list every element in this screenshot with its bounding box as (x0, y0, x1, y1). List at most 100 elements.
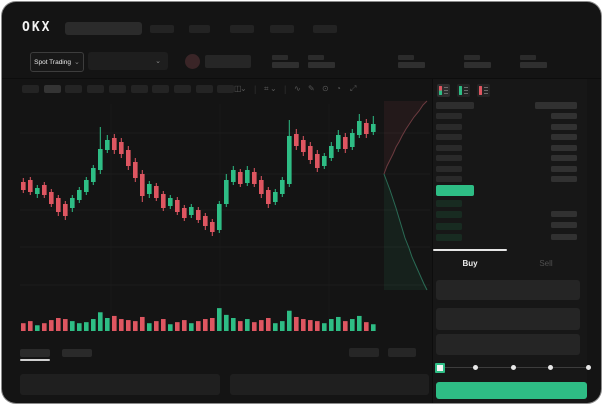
timeframe-4[interactable] (87, 85, 105, 93)
okx-logo: OKX (22, 20, 52, 35)
candle-body (21, 182, 26, 190)
line-tool-icon[interactable]: ∿ (294, 84, 301, 93)
bottom-control-2[interactable] (388, 348, 416, 357)
nav-item-5[interactable] (313, 25, 337, 33)
stat-value-2 (308, 62, 335, 68)
ask-amount[interactable] (551, 176, 577, 182)
timeframe-6[interactable] (130, 85, 148, 93)
ask-amount[interactable] (551, 123, 577, 130)
list-lines-icon (463, 86, 468, 95)
bid-price[interactable] (436, 200, 462, 207)
ask-amount[interactable] (551, 134, 577, 140)
history-clock-icon[interactable]: ◔ (336, 84, 341, 93)
candle-body (49, 192, 54, 204)
timeframe-9[interactable] (195, 85, 213, 93)
amount-slider[interactable] (435, 363, 591, 373)
candle-body (154, 186, 159, 198)
tab-sell[interactable]: Sell (539, 259, 553, 268)
candle-body (28, 180, 33, 192)
fullscreen-icon[interactable]: ⤢ (350, 84, 357, 93)
timeframe-3[interactable] (65, 85, 83, 93)
volume-bar (224, 314, 229, 331)
chart-style-chevron-icon[interactable]: ⌄ (240, 84, 247, 93)
screenshot-icon[interactable]: ⊙ (322, 84, 329, 93)
bid-price[interactable] (436, 233, 462, 241)
tab-buy[interactable]: Buy (462, 259, 478, 268)
bid-price[interactable] (436, 222, 462, 230)
chevron-down-icon: ⌄ (155, 57, 161, 65)
candle-body (112, 138, 117, 150)
search-input[interactable] (65, 22, 142, 35)
ask-amount[interactable] (551, 113, 577, 119)
volume-bar (91, 319, 96, 331)
ask-amount[interactable] (551, 155, 577, 161)
ask-price[interactable] (436, 123, 462, 130)
candle-body (217, 204, 222, 230)
orderbook-bids-icon[interactable] (457, 84, 470, 97)
volume-bar (189, 323, 194, 331)
candle-body (210, 222, 215, 232)
ask-price[interactable] (436, 155, 462, 161)
indicator-chevron-icon[interactable]: ⌄ (270, 84, 277, 93)
volume-bar (84, 322, 89, 331)
ask-price[interactable] (436, 176, 462, 182)
draw-tool-icon[interactable]: ✎ (308, 84, 315, 93)
depth-asks-area (384, 101, 427, 174)
ask-price[interactable] (436, 113, 462, 119)
ask-amount[interactable] (551, 165, 577, 172)
bottom-tab-indicator (20, 359, 50, 361)
volume-bar (154, 321, 159, 331)
candle-body (203, 216, 208, 226)
buy-button[interactable] (436, 382, 587, 399)
chart-style-icon[interactable]: ◫ (234, 84, 242, 93)
candle-body (161, 194, 166, 208)
bid-amount[interactable] (551, 222, 577, 229)
price-input[interactable] (436, 280, 580, 300)
timeframe-2[interactable] (43, 85, 61, 93)
timeframe-10[interactable] (217, 85, 235, 93)
ask-price[interactable] (436, 144, 462, 151)
nav-item-2[interactable] (189, 25, 210, 33)
orderbook-asks-icon[interactable] (477, 84, 490, 97)
pair-selector-dropdown[interactable]: ⌄ (88, 52, 168, 70)
slider-stop[interactable] (510, 365, 516, 370)
volume-bar (70, 321, 75, 331)
header-divider (2, 78, 601, 79)
orderbook-combined-icon[interactable] (437, 84, 450, 97)
ask-amount[interactable] (551, 144, 577, 151)
nav-item-1[interactable] (150, 25, 174, 33)
spot-trading-dropdown[interactable]: Spot Trading ⌄ (30, 52, 84, 72)
bottom-tab-2[interactable] (62, 349, 92, 357)
slider-stop[interactable] (548, 365, 554, 370)
bottom-tab-1[interactable] (20, 349, 50, 357)
stat-label-4 (464, 55, 480, 60)
combined-bar-icon (439, 86, 443, 95)
volume-bar (294, 316, 299, 331)
timeframe-8[interactable] (173, 85, 191, 93)
bottom-control-1[interactable] (349, 348, 379, 357)
total-input[interactable] (436, 334, 580, 355)
nav-item-4[interactable] (270, 25, 294, 33)
ask-price[interactable] (436, 165, 462, 172)
timeframe-5[interactable] (108, 85, 126, 93)
slider-stop[interactable] (472, 365, 478, 370)
timeframe-7[interactable] (152, 85, 170, 93)
amount-input[interactable] (436, 308, 580, 330)
slider-stop[interactable] (586, 365, 591, 370)
bid-amount[interactable] (551, 211, 577, 217)
volume-bar (343, 321, 348, 331)
timeframe-1[interactable] (22, 85, 39, 93)
candle-body (238, 172, 243, 184)
candlestick-chart[interactable] (16, 96, 432, 336)
nav-item-3[interactable] (230, 25, 254, 33)
volume-bar (21, 323, 26, 331)
indicator-icon[interactable]: ⌗ (264, 84, 269, 93)
bids-bar-icon (459, 86, 463, 95)
bid-price[interactable] (436, 211, 462, 219)
ask-price[interactable] (436, 134, 462, 140)
list-lines-icon (483, 86, 488, 95)
depth-bids-area (384, 174, 427, 290)
slider-handle[interactable] (435, 363, 445, 373)
bid-amount[interactable] (551, 233, 577, 240)
